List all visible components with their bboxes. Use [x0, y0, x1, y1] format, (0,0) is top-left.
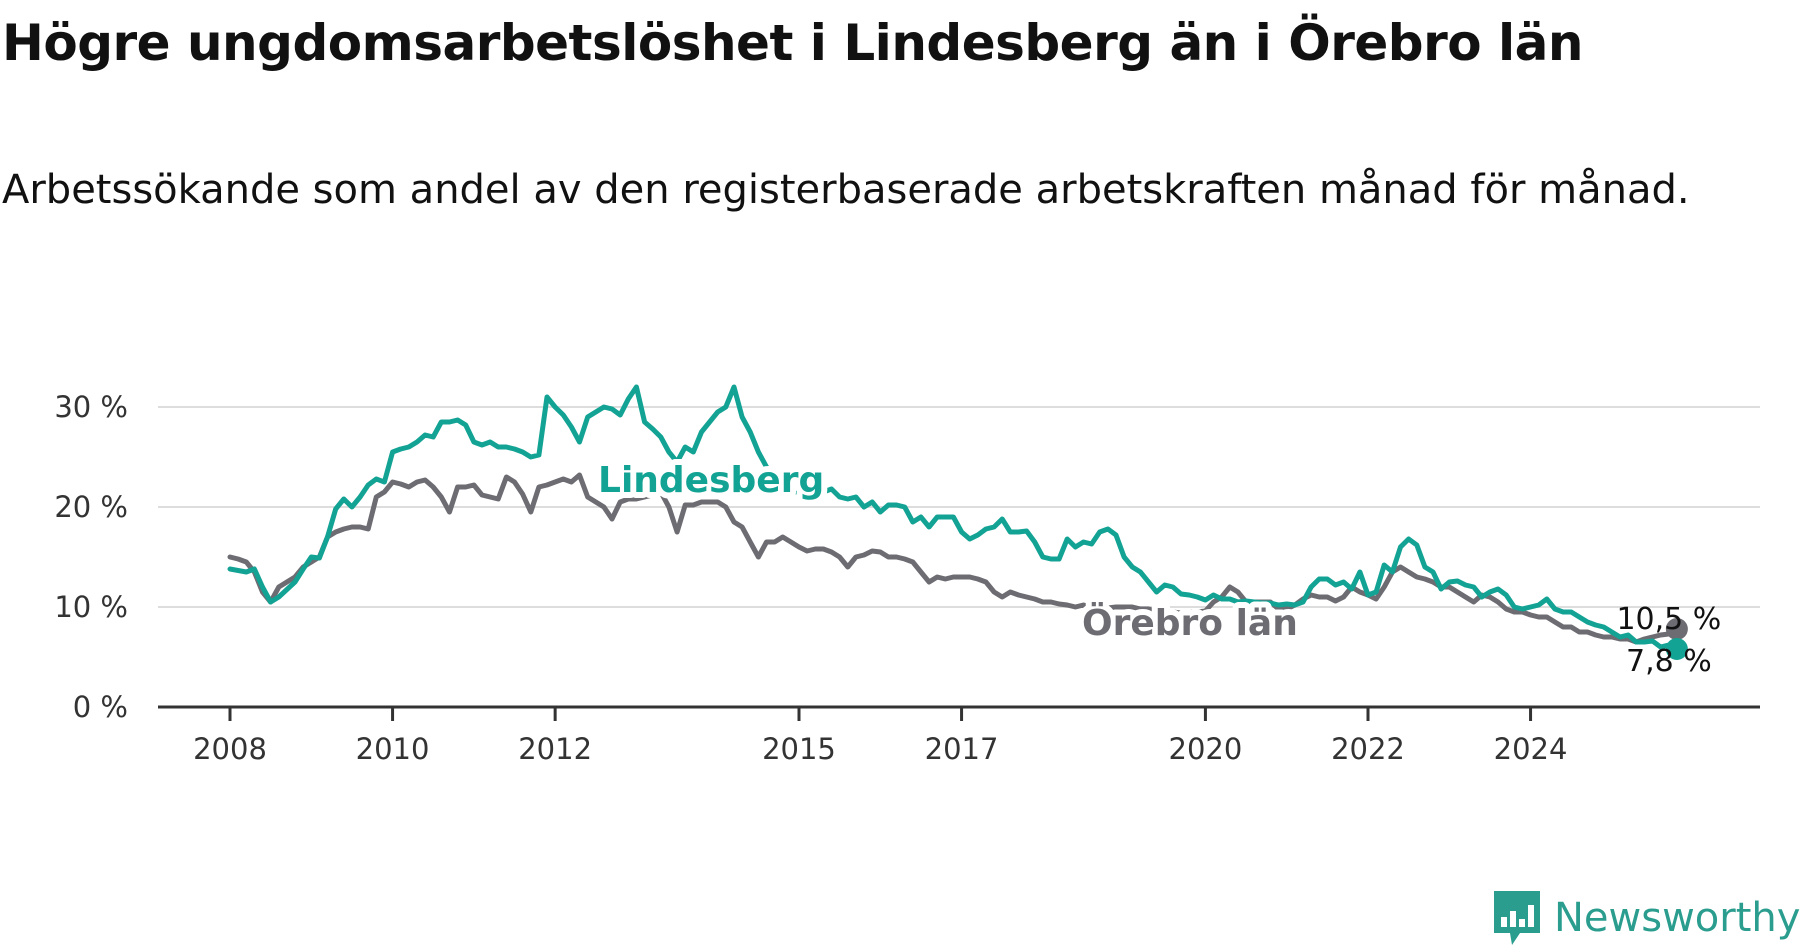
orebro-series-label: Örebro län [1082, 602, 1298, 644]
gridlines [158, 406, 1760, 709]
lindesberg-series-label: Lindesberg [598, 460, 824, 501]
x-tick-label: 2017 [925, 732, 999, 766]
orebro-end-dot [1665, 618, 1688, 640]
orebro-line [227, 472, 1680, 645]
y-axis-ticks: 0 % 10 % 20 % 30 % [54, 390, 128, 724]
chart-bubble-icon [1494, 891, 1540, 945]
orebro-end-value: 7,8 % [1626, 644, 1712, 679]
y-tick-label: 0 % [73, 690, 128, 724]
x-axis-ticks: 2008 2010 2012 2015 2017 2020 2022 2024 [193, 707, 1567, 766]
lindesberg-line [227, 384, 1680, 652]
y-tick-label: 10 % [54, 590, 128, 624]
newsworthy-logo: Newsworthy [1490, 888, 1800, 948]
line-chart: 0 % 10 % 20 % 30 % 2008 2010 2012 2015 2017 2020… [54, 384, 1760, 766]
lindesberg-end-dot [1665, 638, 1688, 660]
series-labels: 10,5 % 7,8 % Lindesberg Örebro län [592, 454, 1721, 679]
brand-name: Newsworthy [1554, 895, 1800, 941]
chart-title: Högre ungdomsarbetslöshet i Lindesberg ä… [2, 14, 1583, 72]
y-tick-label: 30 % [54, 390, 128, 424]
series-lines [227, 384, 1688, 660]
x-tick-label: 2012 [518, 732, 592, 766]
x-tick-label: 2024 [1494, 732, 1568, 766]
chart-subtitle: Arbetssökande som andel av den registerb… [2, 167, 1690, 213]
x-tick-label: 2015 [762, 732, 836, 766]
x-tick-label: 2008 [193, 732, 267, 766]
x-tick-label: 2010 [356, 732, 430, 766]
x-tick-label: 2020 [1169, 732, 1243, 766]
x-tick-label: 2022 [1331, 732, 1405, 766]
lindesberg-end-value: 10,5 % [1616, 602, 1721, 637]
y-tick-label: 20 % [54, 490, 128, 524]
